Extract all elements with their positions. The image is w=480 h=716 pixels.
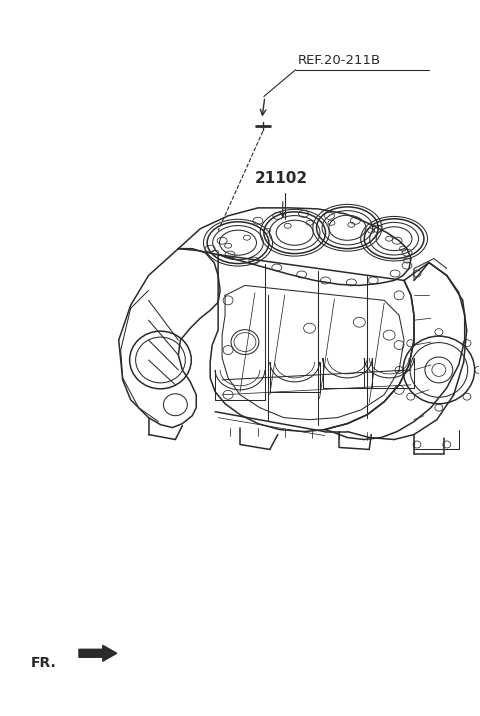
Text: REF.20-211B: REF.20-211B <box>298 54 381 67</box>
Text: FR.: FR. <box>31 657 57 670</box>
FancyArrow shape <box>79 645 117 662</box>
Text: 21102: 21102 <box>255 171 308 186</box>
